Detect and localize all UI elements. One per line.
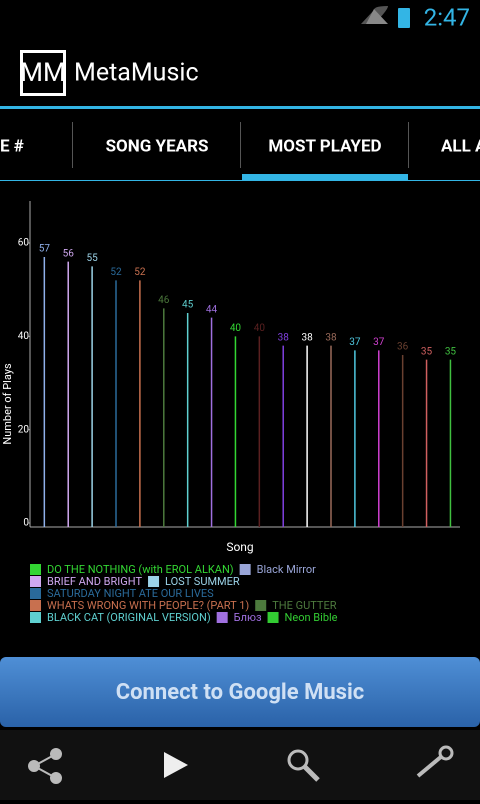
logo-text: MM bbox=[20, 58, 65, 88]
legend-label: THE GUTTER bbox=[272, 599, 336, 612]
status-bar: 2:47 bbox=[361, 3, 470, 31]
search-icon[interactable] bbox=[287, 749, 320, 782]
tab-divider bbox=[408, 122, 409, 168]
legend-swatch bbox=[30, 588, 41, 599]
value-label: 38 bbox=[301, 332, 313, 343]
value-label: 37 bbox=[349, 337, 361, 348]
tab-divider bbox=[240, 122, 241, 168]
tab-bar: E # SONG YEARS MOST PLAYED ALL A bbox=[0, 122, 480, 181]
legend-swatch bbox=[255, 600, 267, 611]
value-label: 57 bbox=[39, 244, 51, 255]
value-label: 44 bbox=[206, 304, 218, 315]
value-label: 40 bbox=[230, 323, 242, 334]
app-bar-divider bbox=[0, 106, 480, 109]
bottom-bar-bg bbox=[0, 730, 480, 800]
clock: 2:47 bbox=[424, 3, 470, 31]
legend-label: WHATS WRONG WITH PEOPLE? (PART 1) bbox=[47, 599, 249, 612]
legend: DO THE NOTHING (with EROL ALKAN) Black Mi… bbox=[30, 563, 338, 624]
tab[interactable]: ALL A bbox=[441, 136, 480, 156]
y-axis-label: Number of Plays bbox=[1, 363, 14, 445]
legend-label: Блюз bbox=[234, 611, 262, 624]
connect-button[interactable]: Connect to Google Music bbox=[0, 657, 480, 727]
button-bg[interactable] bbox=[0, 657, 480, 727]
wifi-icon-inner bbox=[366, 9, 388, 24]
legend-swatch bbox=[30, 612, 41, 623]
value-label: 52 bbox=[134, 267, 146, 278]
tab[interactable]: SONG YEARS bbox=[106, 136, 209, 156]
legend-label: BRIEF AND BRIGHT bbox=[47, 575, 142, 588]
value-label: 35 bbox=[445, 346, 457, 357]
value-label: 46 bbox=[158, 295, 170, 306]
tab-baseline bbox=[0, 180, 480, 181]
value-label: 55 bbox=[86, 253, 98, 264]
settings-icon[interactable] bbox=[416, 745, 454, 778]
y-tick-label: 40 bbox=[18, 331, 30, 342]
legend-label: DO THE NOTHING (with EROL ALKAN) bbox=[47, 563, 234, 576]
play-icon[interactable] bbox=[164, 752, 188, 778]
x-axis-label: Song bbox=[226, 540, 253, 554]
bottom-bar bbox=[0, 730, 480, 800]
y-tick-label: 0 bbox=[23, 518, 29, 529]
logo-bg bbox=[23, 53, 63, 93]
tab-divider bbox=[72, 122, 73, 168]
app-bar: MM MetaMusic bbox=[0, 50, 480, 109]
value-label: 38 bbox=[278, 332, 290, 343]
value-label: 37 bbox=[373, 337, 385, 348]
legend-label: Black Mirror bbox=[257, 563, 316, 576]
legend-swatch bbox=[239, 564, 251, 575]
chart: Song Number of Plays 0 20 40 60 57 56 55 52 52 46… bbox=[1, 201, 460, 554]
y-tick-label: 60 bbox=[18, 238, 30, 249]
legend-swatch bbox=[30, 564, 41, 575]
legend-swatch bbox=[30, 600, 41, 611]
legend-swatch bbox=[267, 612, 279, 623]
y-tick-label: 20 bbox=[18, 424, 30, 435]
legend-swatch bbox=[148, 576, 160, 587]
value-label: 40 bbox=[254, 323, 266, 334]
legend-label: LOST SUMMER bbox=[165, 575, 240, 588]
value-label: 56 bbox=[63, 248, 75, 259]
tab-indicator bbox=[242, 174, 408, 181]
legend-label: SATURDAY NIGHT ATE OUR LIVES bbox=[47, 587, 214, 600]
tab[interactable]: MOST PLAYED bbox=[268, 136, 381, 156]
legend-label: Neon Bible bbox=[285, 611, 338, 624]
button-label[interactable]: Connect to Google Music bbox=[116, 680, 365, 705]
value-label: 35 bbox=[421, 346, 433, 357]
value-label: 52 bbox=[110, 267, 122, 278]
legend-swatch bbox=[216, 612, 228, 623]
tab[interactable]: E # bbox=[0, 136, 24, 156]
battery-icon bbox=[398, 8, 410, 28]
value-label: 45 bbox=[182, 300, 194, 311]
value-label: 36 bbox=[397, 342, 409, 353]
legend-swatch bbox=[30, 576, 41, 587]
value-label: 38 bbox=[325, 332, 337, 343]
legend-label: BLACK CAT (ORIGINAL VERSION) bbox=[47, 611, 211, 624]
share-icon[interactable] bbox=[28, 748, 62, 784]
app-title: MetaMusic bbox=[74, 59, 199, 88]
